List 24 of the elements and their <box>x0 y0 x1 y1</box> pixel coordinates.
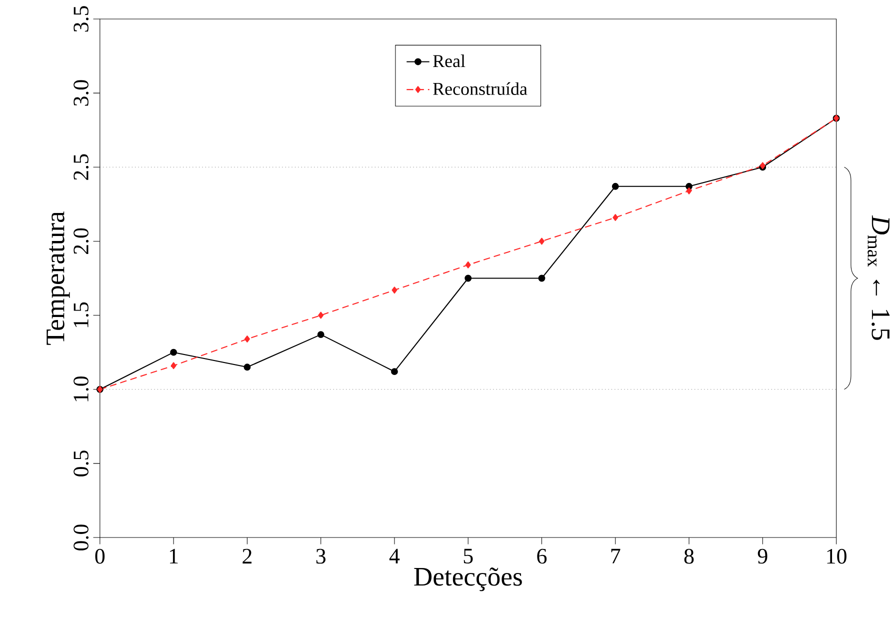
x-tick-label: 4 <box>389 548 400 564</box>
x-tick-label: 1 <box>170 548 178 564</box>
y-tick-label: 3.0 <box>74 80 89 106</box>
x-axis-title: Detecções <box>414 567 522 591</box>
y-tick-label: 0.0 <box>74 524 89 550</box>
x-tick-label: 3 <box>316 548 326 564</box>
text: D$_{max}$ ← 1.5 <box>868 215 890 340</box>
y-tick-label: 2.0 <box>74 228 89 254</box>
x-tick-label: 5 <box>464 548 473 564</box>
x-tick-label: 7 <box>611 548 620 564</box>
y-tick-label: 1.5 <box>74 302 89 327</box>
x-tick-label: 8 <box>684 548 694 564</box>
x-tick-label: 2 <box>242 548 252 564</box>
y-tick-label: 0.5 <box>74 450 89 476</box>
x-tick-label: 6 <box>537 548 547 564</box>
x-tick-label: 0 <box>95 548 105 564</box>
legend-label: Real <box>433 54 466 67</box>
y-tick-label: 3.5 <box>74 6 89 32</box>
y-tick-label: 1.0 <box>74 376 89 401</box>
x-tick-label: 10 <box>827 548 846 564</box>
y-axis-title: Temperatura <box>46 211 70 345</box>
x-tick-label: 9 <box>758 548 768 564</box>
y-tick-label: 2.5 <box>74 154 89 180</box>
legend-label: Reconstruída <box>433 82 528 95</box>
